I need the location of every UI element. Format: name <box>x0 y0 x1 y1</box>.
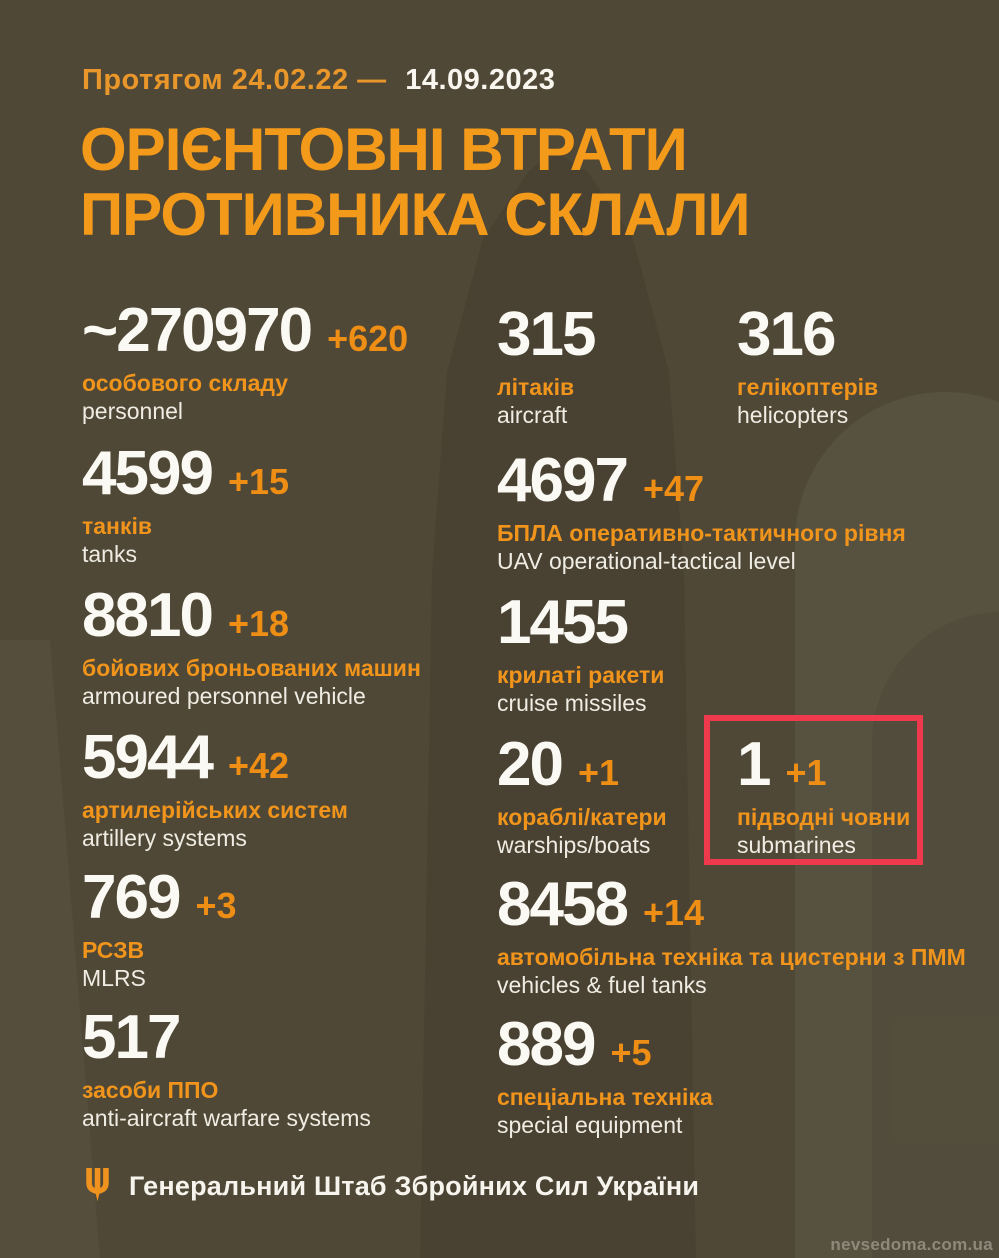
stat-label-ua: кораблі/катери <box>497 804 667 830</box>
stat-label-ua: БПЛА оперативно-тактичного рівня <box>497 520 906 546</box>
stat-delta: +1 <box>785 752 827 793</box>
stat-artillery: 5944 +42 артилерійських систем artillery… <box>82 727 348 852</box>
stat-value: 316 <box>737 300 836 369</box>
stat-label-en: special equipment <box>497 1112 683 1139</box>
stat-mlrs: 769 +3 РСЗВ MLRS <box>82 867 237 992</box>
stat-label-en: tanks <box>82 541 137 568</box>
page-title-line2: ПРОТИВНИКА СКЛАЛИ <box>80 180 751 248</box>
stat-armoured-vehicles: 8810 +18 бойових броньованих машин armou… <box>82 585 421 710</box>
stat-cruise-missiles: 1455 крилаті ракети cruise missiles <box>497 592 664 717</box>
stat-helicopters: 316 гелікоптерів helicopters <box>737 304 878 429</box>
stat-value: 4697 <box>497 446 629 515</box>
stat-delta: +18 <box>227 603 290 644</box>
stat-value: 8458 <box>497 870 629 939</box>
stat-label-ua: артилерійських систем <box>82 797 348 823</box>
stat-personnel: ~270970 +620 особового складу personnel <box>82 300 408 425</box>
stat-value: 5944 <box>82 723 214 792</box>
stat-label-en: UAV operational-tactical level <box>497 548 796 575</box>
stat-label-ua: підводні човни <box>737 804 911 830</box>
stat-label-en: submarines <box>737 832 856 859</box>
footer: Генеральний Штаб Збройних Сил України <box>84 1166 699 1206</box>
stat-anti-aircraft: 517 засоби ППО anti-aircraft warfare sys… <box>82 1007 371 1132</box>
stat-value: 769 <box>82 863 181 932</box>
stat-label-ua: автомобільна техніка та цистерни з ПММ <box>497 944 966 970</box>
site-watermark: nevsedoma.com.ua <box>830 1235 993 1254</box>
stat-label-ua: крилаті ракети <box>497 662 665 688</box>
stat-label-en: armoured personnel vehicle <box>82 683 366 710</box>
stat-delta: +5 <box>610 1032 652 1073</box>
stat-value: 889 <box>497 1010 596 1079</box>
stat-delta: +47 <box>642 468 705 509</box>
stat-value: 315 <box>497 300 596 369</box>
stat-value: 1 <box>737 730 772 799</box>
stat-delta: +14 <box>642 892 705 933</box>
stat-aircraft: 315 літаків aircraft <box>497 304 610 429</box>
stat-special-equipment: 889 +5 спеціальна техніка special equipm… <box>497 1014 713 1139</box>
stat-label-en: anti-aircraft warfare systems <box>82 1105 371 1132</box>
stat-label-en: helicopters <box>737 402 849 429</box>
stat-label-ua: бойових броньованих машин <box>82 655 421 681</box>
report-period: Протягом 24.02.22 — 14.09.2023 <box>82 64 555 97</box>
stat-value: 517 <box>82 1003 181 1072</box>
stat-label-en: warships/boats <box>497 832 651 859</box>
stat-value: 20 <box>497 730 564 799</box>
tryzub-trident-icon <box>86 1168 109 1202</box>
stat-label-ua: літаків <box>497 374 575 400</box>
stat-delta: +42 <box>227 745 290 786</box>
stat-label-ua: танків <box>82 513 152 539</box>
stat-label-ua: гелікоптерів <box>737 374 879 400</box>
stat-label-en: aircraft <box>497 402 568 429</box>
stat-value: 8810 <box>82 581 214 650</box>
stat-delta: +1 <box>577 752 620 793</box>
submarines-highlight-box <box>704 715 923 865</box>
page-title-line1: ОРІЄНТОВНІ ВТРАТИ <box>80 116 688 183</box>
stat-label-ua: особового складу <box>82 370 289 396</box>
stat-tanks: 4599 +15 танків tanks <box>82 443 289 568</box>
stat-value: 1455 <box>497 588 629 657</box>
stat-label-ua: спеціальна техніка <box>497 1084 713 1110</box>
stat-label-en: artillery systems <box>82 825 247 852</box>
stat-delta: +3 <box>195 885 237 926</box>
stat-label-ua: засоби ППО <box>82 1077 219 1103</box>
stat-label-en: MLRS <box>82 965 146 992</box>
stat-submarines: 1 +1 підводні човни submarines <box>737 734 910 859</box>
stat-label-en: vehicles & fuel tanks <box>497 972 707 999</box>
report-period-prefix: Протягом 24.02.22 — <box>82 64 387 96</box>
report-period-date: 14.09.2023 <box>405 64 556 96</box>
stat-value: 4599 <box>82 439 214 508</box>
stat-vehicles-fuel: 8458 +14 автомобільна техніка та цистерн… <box>497 874 966 999</box>
stat-value: ~270970 <box>82 296 313 365</box>
stat-label-ua: РСЗВ <box>82 937 145 963</box>
footer-source: Генеральний Штаб Збройних Сил України <box>129 1170 700 1201</box>
stat-label-en: personnel <box>82 398 184 425</box>
stat-warships: 20 +1 кораблі/катери warships/boats <box>497 734 667 859</box>
stat-delta: +620 <box>327 318 409 359</box>
stat-uav: 4697 +47 БПЛА оперативно-тактичного рівн… <box>497 450 906 575</box>
stat-delta: +15 <box>227 461 290 502</box>
stat-label-en: cruise missiles <box>497 690 647 717</box>
page-title: ОРІЄНТОВНІ ВТРАТИ ПРОТИВНИКА СКЛАЛИ <box>80 116 751 248</box>
